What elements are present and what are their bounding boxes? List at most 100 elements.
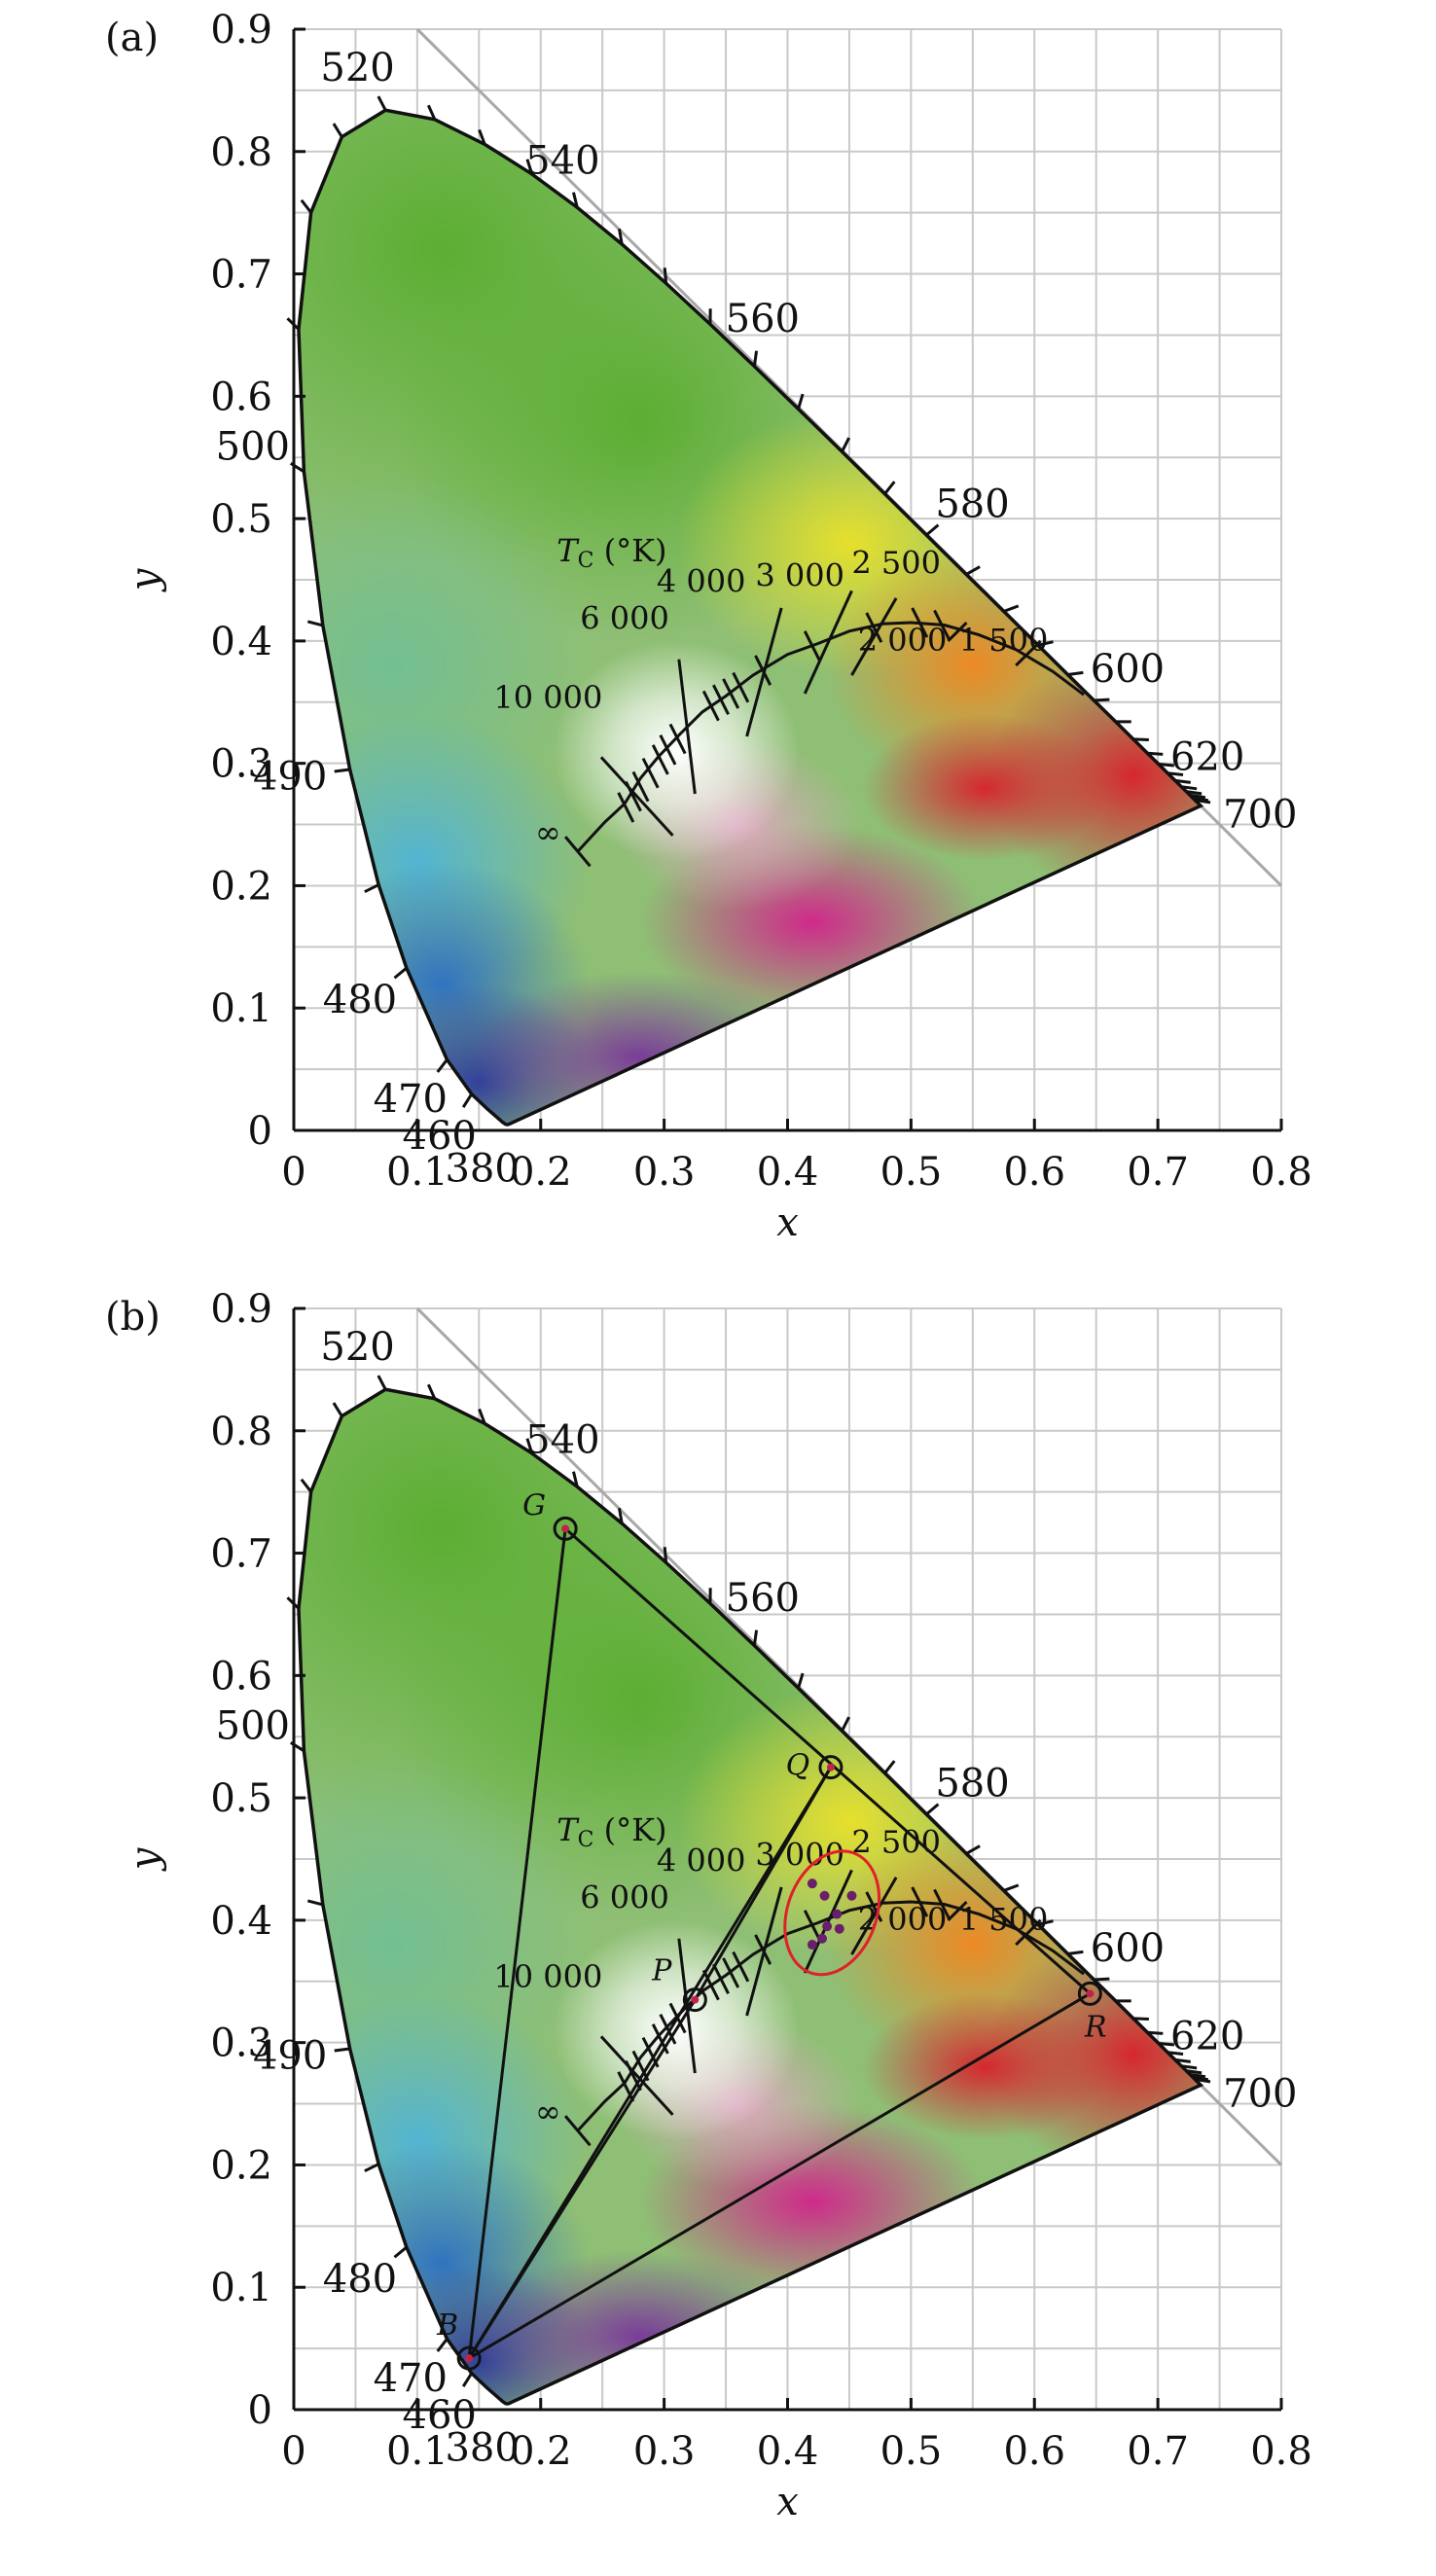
x-tick-label: 0.2 [510,2429,572,2474]
y-tick-label: 0.6 [210,1654,272,1699]
wavelength-label: 560 [726,297,800,341]
x-tick-label: 0.1 [386,2429,449,2474]
y-tick-label: 0.6 [210,375,272,419]
cct-label: 1 500 [959,622,1049,659]
y-tick-label: 0.8 [210,130,272,175]
cct-label: ∞ [535,2093,561,2129]
x-tick-label: 0.3 [633,2429,696,2474]
point-dot [827,1764,835,1771]
wavelength-label: 500 [216,424,290,469]
y-tick-label: 0.2 [210,2143,272,2188]
cluster-point [817,1934,827,1944]
y-tick-label: 0.2 [210,864,272,909]
cct-label: 2 000 [858,622,948,659]
y-tick-label: 0.8 [210,1410,272,1454]
x-tick-label: 0.4 [757,2429,819,2474]
point-label: R [1084,2010,1107,2044]
x-tick-label: 0.8 [1250,2429,1312,2474]
chart-panel-b: 380460470480490500520540560580600620700∞… [96,1210,1312,2524]
wavelength-label: 700 [1223,2072,1297,2117]
y-tick-label: 0.9 [210,1287,272,1332]
wavelength-label: 600 [1091,647,1165,692]
x-tick-label: 0.7 [1127,1150,1189,1195]
chart-panel-a: 380460470480490500520540560580600620700∞… [96,0,1312,1245]
cct-label: 10 000 [493,1958,602,1995]
cluster-point [835,1924,844,1934]
cct-label: 1 500 [959,1901,1049,1938]
x-axis-title: x [776,2480,799,2524]
y-tick-label: 0.3 [210,2021,272,2066]
y-tick-label: 0 [248,2388,272,2433]
x-tick-label: 0.3 [633,1150,696,1195]
cct-label: 3 000 [755,556,844,593]
wavelength-label: 580 [935,1762,1009,1807]
y-tick-label: 0.1 [210,2266,272,2310]
wavelength-label: 520 [320,46,394,90]
cluster-point [822,1921,832,1931]
wavelength-label: 700 [1223,793,1297,838]
cct-axis-title: TC (°K) [556,532,666,573]
chromaticity-gamut [96,1210,1281,2458]
x-tick-label: 0.8 [1250,1150,1312,1195]
point-dot [691,1996,699,2004]
wavelength-label: 520 [320,1325,394,1370]
x-tick-label: 0.5 [880,2429,943,2474]
x-tick-label: 0 [281,1150,305,1195]
y-tick-label: 0.4 [210,1899,272,1944]
x-tick-label: 0.5 [880,1150,943,1195]
cluster-point [846,1891,856,1901]
y-tick-label: 0 [248,1109,272,1154]
wavelength-label: 470 [374,1077,448,1122]
cct-label: ∞ [535,813,561,850]
cct-axis-title: TC (°K) [556,1811,666,1852]
y-axis-title: y [123,1846,167,1872]
y-tick-label: 0.9 [210,8,272,53]
wavelength-label: 540 [525,139,599,184]
wavelength-label: 580 [935,483,1009,527]
point-label: B [436,2308,458,2343]
x-tick-label: 0.7 [1127,2429,1189,2474]
point-label: P [651,1954,672,1988]
wavelength-label: 480 [323,2257,397,2302]
point-label: Q [786,1749,810,1783]
cct-label: 4 000 [657,563,746,600]
wavelength-label: 620 [1170,735,1244,780]
wavelength-label: 600 [1091,1926,1165,1971]
y-tick-label: 0.1 [210,986,272,1031]
cct-label: 6 000 [580,599,669,636]
point-label: G [522,1488,546,1522]
cct-label: 10 000 [493,679,602,716]
x-tick-label: 0.4 [757,1150,819,1195]
x-tick-label: 0.6 [1003,2429,1065,2474]
x-tick-label: 0 [281,2429,305,2474]
x-tick-label: 0.6 [1003,1150,1065,1195]
point-dot [1086,1989,1094,1997]
x-axis-title: x [776,1200,799,1245]
x-tick-label: 0.2 [510,1150,572,1195]
point-dot [465,2354,473,2362]
cct-label: 6 000 [580,1878,669,1915]
panel-label: (b) [105,1295,161,1340]
wavelength-label: 480 [323,978,397,1022]
wavelength-label: 500 [216,1703,290,1748]
wavelength-label: 620 [1170,2015,1244,2059]
cluster-point [808,1878,817,1888]
cluster-point [832,1910,842,1919]
y-tick-label: 0.4 [210,620,272,664]
wavelength-label: 470 [374,2356,448,2401]
y-tick-label: 0.5 [210,1776,272,1821]
panel-label: (a) [105,16,159,60]
y-axis-title: y [123,567,167,592]
cct-label: 4 000 [657,1843,746,1879]
y-tick-label: 0.5 [210,497,272,542]
cct-label: 2 500 [851,545,941,582]
point-dot [561,1524,569,1532]
y-tick-label: 0.7 [210,1532,272,1577]
x-tick-label: 0.1 [386,1150,449,1195]
wavelength-label: 560 [726,1576,800,1621]
cluster-point [808,1940,817,1950]
wavelength-label: 540 [525,1418,599,1463]
y-tick-label: 0.7 [210,253,272,298]
